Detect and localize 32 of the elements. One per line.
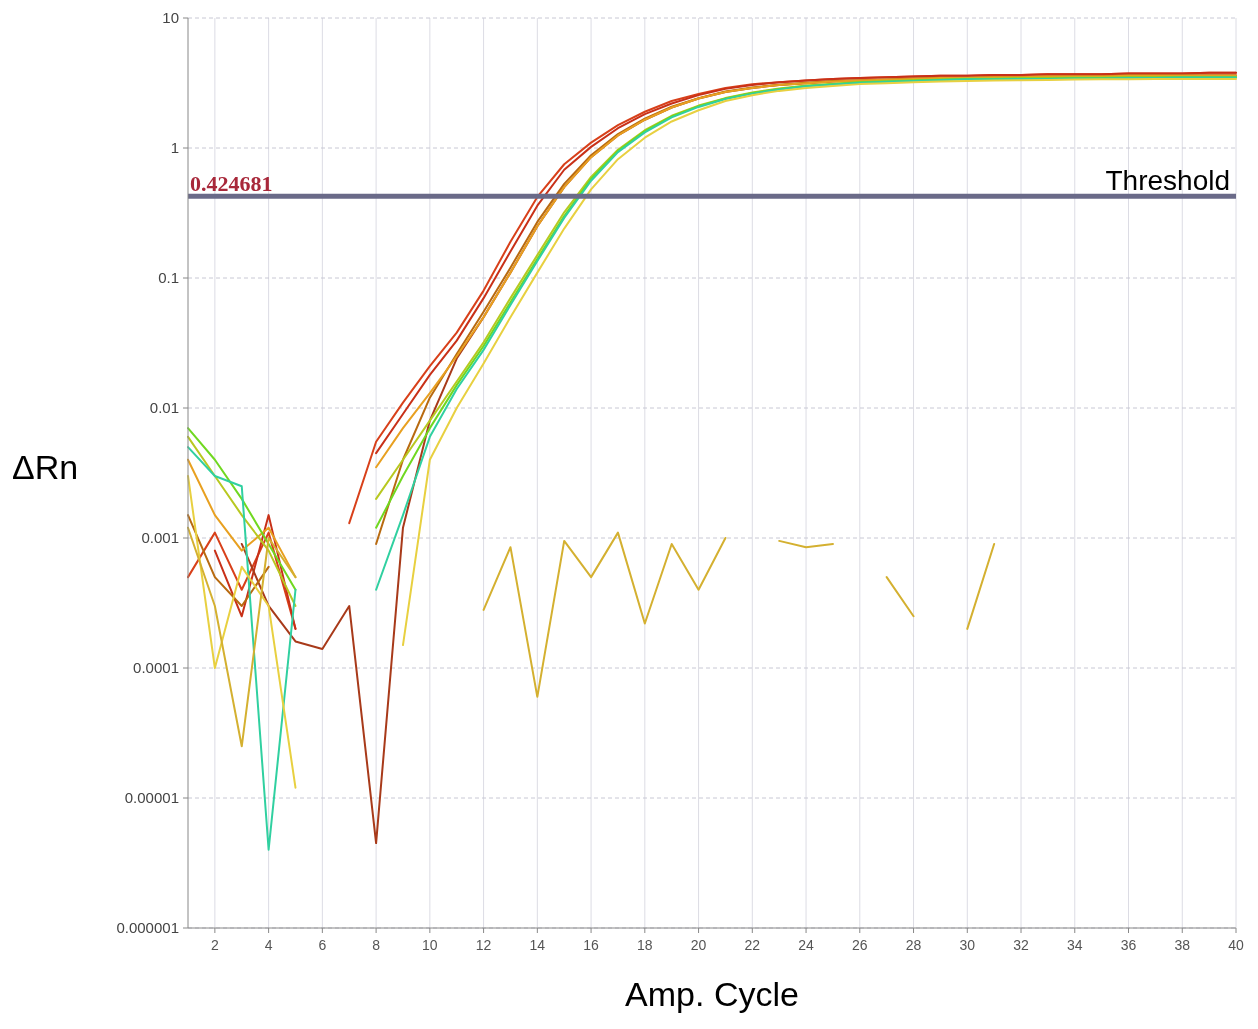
y-tick-label: 0.000001 <box>116 919 179 936</box>
x-tick-label: 40 <box>1228 937 1244 953</box>
x-tick-label: 16 <box>583 937 600 953</box>
y-tick-label: 1 <box>170 139 179 156</box>
x-tick-label: 14 <box>529 937 546 953</box>
y-axis-title: ΔRn <box>12 448 79 486</box>
x-tick-label: 34 <box>1066 937 1083 953</box>
x-tick-label: 24 <box>798 937 815 953</box>
y-tick-label: 0.0001 <box>133 659 179 676</box>
annotation: 0.424681 <box>190 171 273 197</box>
x-tick-label: 36 <box>1120 937 1137 953</box>
x-axis-title: Amp. Cycle <box>625 975 799 1013</box>
ref-line-label: Threshold <box>1105 165 1230 197</box>
x-tick-label: 30 <box>959 937 976 953</box>
y-tick-label: 10 <box>162 9 179 26</box>
x-tick-label: 8 <box>372 937 381 953</box>
x-tick-label: 38 <box>1174 937 1191 953</box>
x-tick-label: 28 <box>905 937 922 953</box>
y-tick-label: 0.1 <box>158 269 179 286</box>
y-tick-label: 0.001 <box>141 529 179 546</box>
x-tick-label: 20 <box>690 937 707 953</box>
x-tick-label: 32 <box>1013 937 1030 953</box>
x-tick-label: 12 <box>475 937 492 953</box>
x-tick-label: 22 <box>744 937 761 953</box>
y-tick-label: 0.01 <box>149 399 179 416</box>
x-tick-label: 26 <box>852 937 868 953</box>
x-tick-label: 2 <box>210 937 219 953</box>
x-tick-label: 4 <box>264 937 273 953</box>
x-tick-label: 10 <box>422 937 438 953</box>
y-tick-label: 0.00001 <box>124 789 179 806</box>
x-tick-label: 6 <box>318 937 327 953</box>
x-tick-label: 18 <box>637 937 653 953</box>
